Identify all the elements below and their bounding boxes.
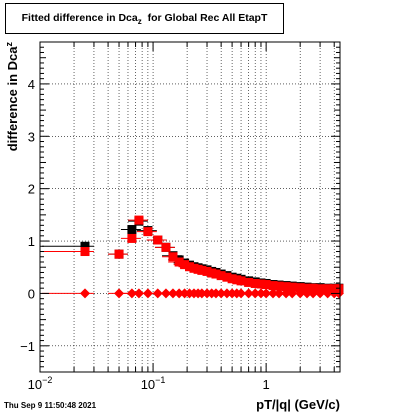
data-point	[161, 242, 171, 252]
data-point	[322, 288, 333, 299]
data-point	[80, 247, 90, 257]
data-point	[221, 288, 232, 299]
y-tick-label: 0	[28, 286, 35, 301]
data-point	[274, 281, 284, 291]
data-point	[174, 257, 184, 267]
y-tick-label: 2	[28, 182, 35, 197]
data-point	[134, 215, 144, 225]
y-tick-label: 4	[28, 77, 35, 92]
data-point	[174, 288, 185, 299]
data-point	[315, 288, 326, 299]
x-tick-label: 10−2	[28, 375, 53, 392]
data-point	[281, 282, 291, 292]
y-tick-label: 3	[28, 129, 35, 144]
data-point	[210, 288, 221, 299]
x-tick-label: 1	[263, 377, 270, 392]
data-point	[250, 288, 261, 299]
data-point	[142, 288, 153, 299]
data-point	[295, 288, 306, 299]
data-point	[261, 280, 271, 290]
data-point	[114, 249, 124, 259]
data-point	[243, 288, 254, 299]
data-point	[211, 269, 221, 279]
tick-labels: −1 0 1 2 3 4 10−2 10−1 1	[20, 77, 270, 392]
chart-title: Fitted difference in Dcaz for Global Rec…	[21, 12, 268, 27]
data-point	[255, 288, 266, 299]
data-point	[216, 288, 227, 299]
data-point	[127, 233, 137, 243]
data-point	[114, 288, 125, 299]
data-point	[302, 283, 312, 293]
x-axis-label: pT/|q| (GeV/c)	[256, 397, 340, 412]
data-point	[202, 266, 212, 276]
data-point	[79, 288, 90, 299]
y-axis-label: difference in Dcaz	[4, 42, 20, 152]
data-point	[236, 276, 246, 286]
data-point	[127, 225, 137, 235]
data-point	[308, 283, 318, 293]
axis-ticks	[39, 41, 340, 373]
data-point	[167, 288, 178, 299]
data-point	[160, 288, 171, 299]
data-point	[152, 288, 163, 299]
data-point	[168, 252, 178, 262]
grid-lines	[39, 42, 340, 372]
data-point	[236, 288, 247, 299]
data-point	[227, 274, 237, 284]
data-point	[197, 265, 207, 275]
data-point	[302, 288, 313, 299]
data-point	[250, 278, 260, 288]
data-point	[268, 281, 278, 291]
data-point	[281, 288, 292, 299]
data-point	[143, 227, 153, 237]
data-point	[133, 288, 144, 299]
data-point	[126, 288, 137, 299]
data-point	[274, 288, 285, 299]
data-point	[287, 288, 298, 299]
timestamp: Thu Sep 9 11:50:48 2021	[4, 401, 97, 410]
series-2	[79, 288, 344, 299]
data-point	[244, 277, 254, 287]
chart-title-box: Fitted difference in Dcaz for Global Rec…	[5, 3, 284, 34]
data-point	[80, 241, 90, 251]
data-point	[261, 288, 272, 299]
plot-frame	[39, 41, 341, 373]
y-tick-label: −1	[20, 339, 35, 354]
data-point	[196, 288, 207, 299]
data-point	[287, 282, 297, 292]
x-tick-label: 10−1	[141, 375, 166, 392]
data-point	[268, 288, 279, 299]
data-points	[79, 215, 344, 299]
data-point	[256, 279, 266, 289]
data-point	[222, 272, 232, 282]
data-point	[216, 271, 226, 281]
data-point	[180, 260, 190, 270]
data-point	[308, 288, 319, 299]
data-point	[295, 283, 305, 293]
series-1	[80, 215, 344, 294]
y-tick-label: 1	[28, 234, 35, 249]
data-point	[153, 235, 163, 245]
